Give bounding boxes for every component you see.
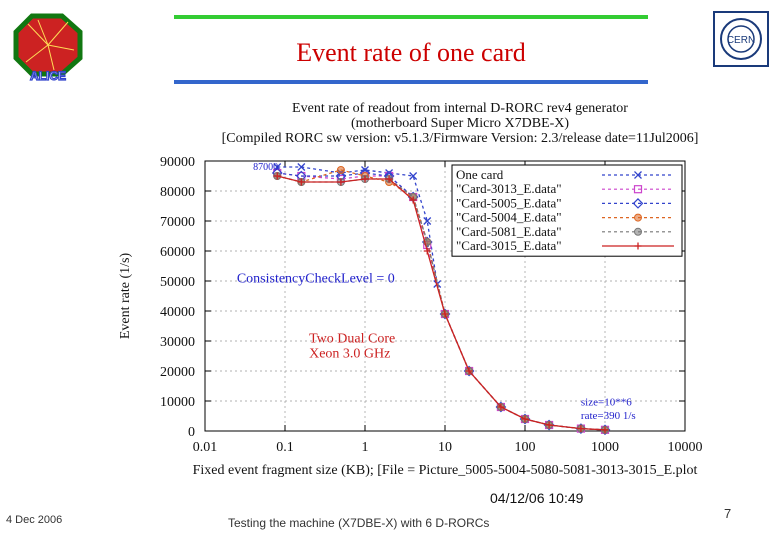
data-point — [423, 247, 431, 255]
data-point — [423, 217, 432, 225]
title-bottom-bar — [174, 80, 648, 84]
legend-swatch-marker — [634, 213, 642, 222]
plot-title-line: Event rate of readout from internal D-RO… — [292, 101, 628, 116]
alice-logo: ALICE — [8, 10, 88, 84]
legend-swatch-marker — [633, 185, 643, 194]
data-point — [521, 415, 529, 423]
legend-box — [451, 164, 683, 257]
y-tick-label: 20000 — [160, 365, 195, 380]
plot-title: Event rate of readout from internal D-RO… — [150, 101, 770, 146]
footer-date: 4 Dec 2006 — [6, 514, 63, 526]
data-point — [297, 163, 306, 171]
data-point — [465, 367, 473, 375]
y-tick-label: 80000 — [160, 185, 195, 200]
legend-swatch-marker — [632, 198, 644, 209]
legend-swatch-marker — [634, 227, 642, 236]
chart-annotation: Xeon 3.0 GHz — [309, 347, 390, 362]
x-tick-label: 1 — [362, 440, 369, 455]
cern-logo-text: CERN — [727, 35, 755, 46]
plot-title-line: (motherboard Super Micro X7DBE-X) — [350, 116, 570, 131]
data-point — [441, 310, 449, 318]
x-tick-label: 0.01 — [193, 440, 218, 455]
legend-label: "Card-5081_E.data" — [456, 224, 562, 239]
x-tick-label: 10000 — [668, 440, 703, 455]
legend-swatch-marker — [634, 242, 642, 250]
legend-swatch-marker — [634, 171, 642, 179]
cern-logo: CERN — [712, 10, 770, 68]
data-point — [409, 172, 418, 180]
y-tick-label: 50000 — [160, 275, 195, 290]
data-point — [297, 178, 305, 186]
plot-frame — [204, 160, 686, 432]
alice-logo-text: ALICE — [30, 69, 66, 82]
data-point — [361, 175, 369, 183]
chart-annotation: 87000 — [253, 162, 278, 173]
y-tick-label: 10000 — [160, 395, 195, 410]
chart-annotation: Two Dual Core — [309, 332, 395, 347]
y-tick-label: 40000 — [160, 305, 195, 320]
page-number: 7 — [724, 506, 732, 521]
footer-text: Testing the machine (X7DBE-X) with 6 D-R… — [228, 516, 490, 530]
data-point — [601, 426, 609, 434]
series-line-0 — [277, 166, 438, 285]
slide-title: Event rate of one card — [296, 38, 526, 67]
y-tick-label: 70000 — [160, 215, 195, 230]
data-point — [273, 172, 281, 180]
data-point — [497, 403, 505, 411]
legend-label: "Card-3015_E.data" — [456, 238, 562, 253]
x-tick-label: 100 — [515, 440, 536, 455]
legend-label: "Card-5004_E.data" — [456, 210, 562, 225]
legend-label: One card — [456, 167, 504, 182]
series-line-5 — [277, 175, 606, 431]
legend-label: "Card-5005_E.data" — [456, 195, 562, 210]
chart-annotation: rate=390 1/s — [581, 410, 636, 422]
y-tick-label: 60000 — [160, 245, 195, 260]
x-axis-label: Fixed event fragment size (KB); [File = … — [193, 463, 698, 478]
data-point — [577, 425, 585, 433]
chart-annotation: size=10**6 — [581, 397, 632, 409]
y-tick-label: 0 — [188, 425, 195, 440]
data-point — [336, 166, 345, 174]
chart-annotation: ConsistencyCheckLevel = 0 — [237, 272, 395, 287]
y-tick-label: 90000 — [160, 155, 195, 170]
x-tick-label: 0.1 — [276, 440, 294, 455]
y-axis-label: Event rate (1/s) — [118, 253, 133, 340]
x-tick-label: 10 — [438, 440, 452, 455]
data-point — [409, 196, 417, 204]
data-point — [337, 178, 345, 186]
series-line-3 — [277, 169, 606, 431]
plot-title-line: [Compiled RORC sw version: v5.1.3/Firmwa… — [221, 131, 699, 146]
data-point — [385, 175, 393, 183]
legend-label: "Card-3013_E.data" — [456, 181, 562, 196]
x-tick-label: 1000 — [591, 440, 619, 455]
title-top-bar — [174, 15, 648, 19]
data-point — [545, 421, 553, 429]
plot-timestamp: 04/12/06 10:49 — [490, 490, 584, 506]
y-tick-label: 30000 — [160, 335, 195, 350]
